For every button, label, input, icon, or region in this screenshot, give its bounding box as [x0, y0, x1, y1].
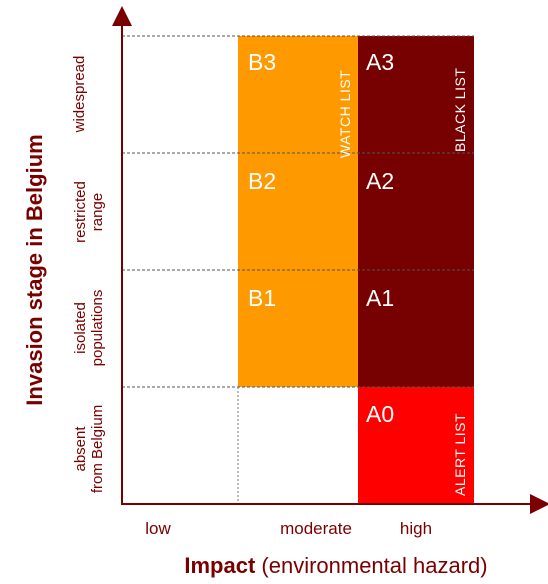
cell-a2: A2 [366, 168, 394, 194]
stage-label-line: isolated [72, 302, 89, 354]
cell-a3: A3 [366, 49, 394, 75]
alert-list-label: ALERT LIST [452, 413, 468, 496]
black-list-block [358, 36, 474, 387]
stage-label-line: absent [72, 426, 89, 472]
black-list-label: BLACK LIST [452, 68, 468, 152]
cell-b3: B3 [248, 49, 276, 75]
stage-label-line: widespread [71, 56, 88, 134]
stage-label-isolated-populations: isolated populations [72, 290, 106, 367]
alert-list-block [358, 387, 474, 504]
impact-label-low: low [145, 519, 171, 538]
stage-label-absent-from-belgium: absent from Belgium [72, 405, 106, 493]
x-axis-title-bold: Impact [184, 553, 256, 578]
cell-b1: B1 [248, 285, 276, 311]
stage-label-line: from Belgium [89, 405, 106, 493]
cell-b2: B2 [248, 168, 276, 194]
cell-a1: A1 [366, 285, 394, 311]
cell-a0: A0 [366, 401, 394, 427]
stage-label-line: populations [89, 290, 106, 367]
watch-list-label: WATCH LIST [337, 70, 353, 158]
y-axis-title: Invasion stage in Belgium [22, 134, 47, 405]
stage-label-line: range [89, 193, 106, 231]
stage-label-widespread: widespread [71, 56, 88, 134]
x-axis-title-rest: (environmental hazard) [255, 553, 487, 578]
impact-label-high: high [400, 519, 432, 538]
stage-label-restricted-range: restricted range [72, 181, 106, 243]
watch-list-block [238, 36, 358, 387]
impact-label-moderate: moderate [280, 519, 352, 538]
x-axis-title: Impact (environmental hazard) [184, 553, 487, 578]
stage-label-line: restricted [72, 181, 89, 243]
